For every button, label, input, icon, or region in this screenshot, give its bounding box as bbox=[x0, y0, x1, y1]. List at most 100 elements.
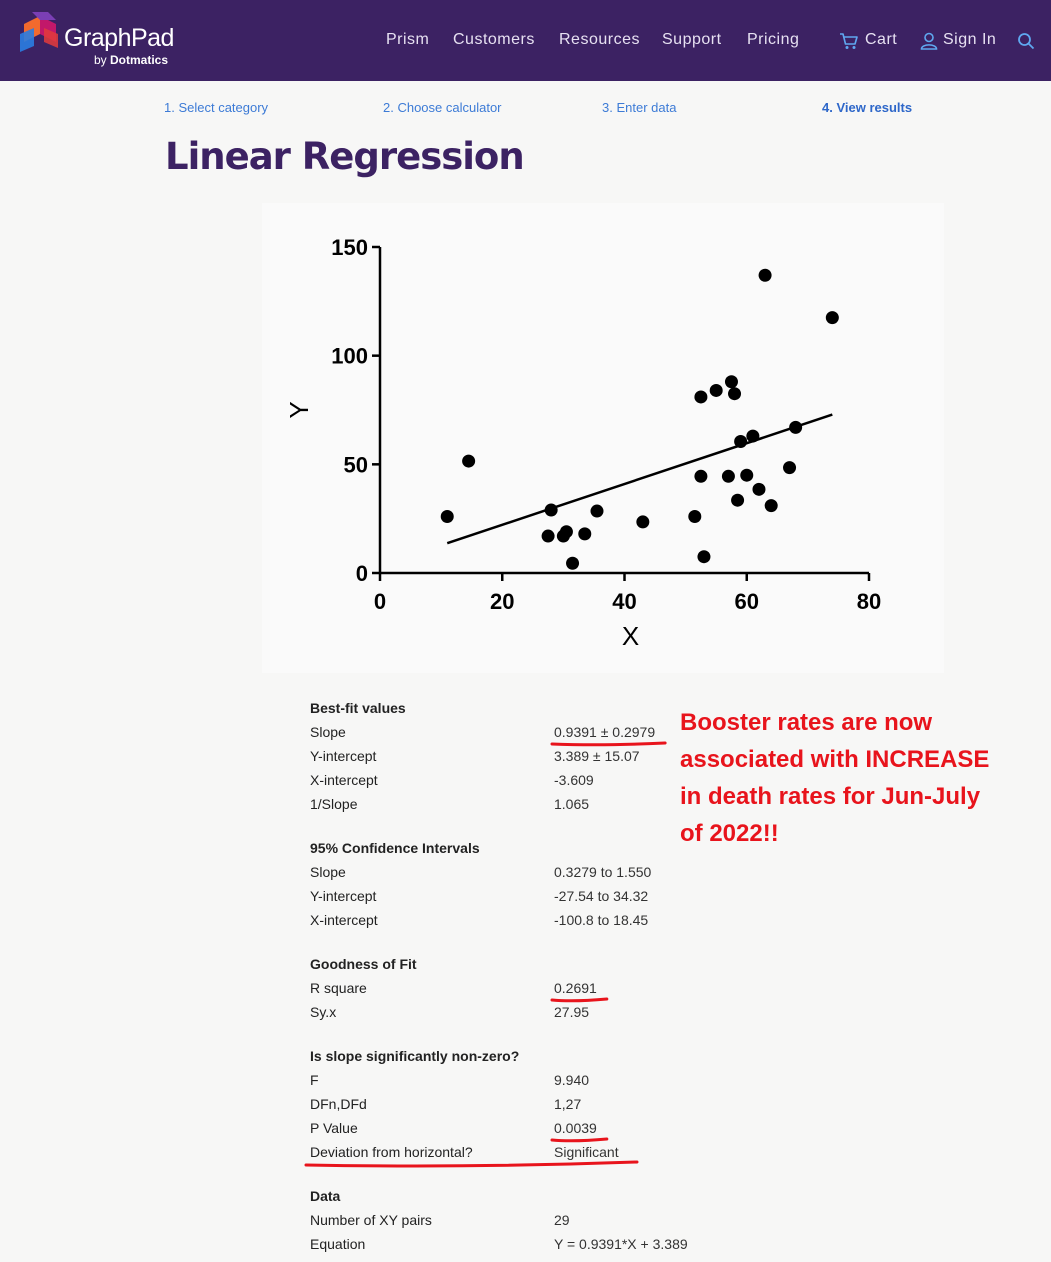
step-choose-calculator[interactable]: 2. Choose calculator bbox=[383, 100, 502, 115]
result-label: X-intercept bbox=[310, 912, 378, 928]
data-point bbox=[544, 503, 558, 517]
nav-cart[interactable]: Cart bbox=[865, 31, 898, 48]
section-title: Is slope significantly non-zero? bbox=[310, 1048, 520, 1064]
result-value: 1.065 bbox=[554, 796, 590, 812]
data-point bbox=[636, 515, 650, 529]
data-point bbox=[462, 454, 476, 468]
result-label: X-intercept bbox=[310, 772, 378, 788]
result-value: 0.2691 bbox=[554, 980, 597, 996]
result-value: -3.609 bbox=[554, 772, 594, 788]
result-label: Sy.x bbox=[310, 1004, 337, 1020]
cart-icon[interactable] bbox=[839, 32, 859, 50]
annotation-line: associated with INCREASE bbox=[680, 746, 990, 773]
data-point bbox=[825, 311, 839, 325]
result-value: Y = 0.9391*X + 3.389 bbox=[554, 1236, 688, 1252]
result-value: -27.54 to 34.32 bbox=[554, 888, 649, 904]
main-nav: Prism Customers Resources Support Pricin… bbox=[0, 31, 1051, 53]
result-label: 1/Slope bbox=[310, 796, 358, 812]
annotation-text: Booster rates are now associated with INC… bbox=[680, 704, 1040, 852]
x-tick-label: 20 bbox=[490, 589, 514, 614]
logo-wordmark: GraphPad bbox=[64, 24, 174, 52]
data-point bbox=[783, 461, 797, 475]
result-value: Significant bbox=[554, 1144, 619, 1160]
nav-support[interactable]: Support bbox=[662, 31, 722, 48]
result-label: DFn,DFd bbox=[310, 1096, 367, 1112]
section-title: Best-fit values bbox=[310, 700, 406, 716]
result-label: P Value bbox=[310, 1120, 358, 1136]
red-underline bbox=[550, 997, 609, 1003]
x-tick-label: 60 bbox=[735, 589, 759, 614]
data-point bbox=[734, 435, 748, 449]
red-underline bbox=[550, 741, 667, 747]
data-point bbox=[721, 469, 735, 483]
result-label: Y-intercept bbox=[310, 748, 377, 764]
step-view-results[interactable]: 4. View results bbox=[822, 100, 913, 115]
result-value: 0.3279 to 1.550 bbox=[554, 864, 652, 880]
data-point bbox=[731, 493, 745, 507]
nav-sign-in[interactable]: Sign In bbox=[943, 31, 997, 48]
y-tick-label: 50 bbox=[344, 452, 368, 477]
graphpad-logo[interactable]: GraphPad by Dotmatics bbox=[18, 12, 188, 72]
data-point bbox=[746, 429, 760, 443]
data-point bbox=[578, 527, 592, 541]
data-point bbox=[728, 387, 742, 401]
x-tick-label: 0 bbox=[374, 589, 386, 614]
annotation-line: Booster rates are now bbox=[680, 709, 933, 736]
section-title: Goodness of Fit bbox=[310, 956, 417, 972]
data-point bbox=[694, 469, 708, 483]
result-label: Y-intercept bbox=[310, 888, 377, 904]
red-underline-row bbox=[304, 1160, 639, 1168]
x-axis-label: X bbox=[622, 621, 639, 651]
nav-pricing[interactable]: Pricing bbox=[747, 31, 800, 48]
scatter-plot: 0 20 40 60 80 0 50 100 150 X Y bbox=[284, 235, 881, 651]
data-point bbox=[440, 509, 454, 523]
result-value: 1,27 bbox=[554, 1096, 582, 1112]
search-icon[interactable] bbox=[1017, 32, 1035, 50]
data-point bbox=[764, 499, 778, 513]
step-enter-data[interactable]: 3. Enter data bbox=[602, 100, 677, 115]
section-title: 95% Confidence Intervals bbox=[310, 840, 480, 856]
data-point bbox=[566, 556, 580, 570]
regression-chart: 0 20 40 60 80 0 50 100 150 X Y bbox=[262, 203, 944, 673]
data-point bbox=[541, 529, 555, 543]
result-label: Deviation from horizontal? bbox=[310, 1144, 473, 1160]
section-title: Data bbox=[310, 1188, 341, 1204]
data-point bbox=[709, 383, 723, 397]
site-header: GraphPad by Dotmatics Prism Customers Re… bbox=[0, 0, 1051, 81]
regression-line bbox=[446, 413, 833, 545]
result-value: 0.9391 ± 0.2979 bbox=[554, 724, 656, 740]
result-label: Slope bbox=[310, 864, 346, 880]
nav-prism[interactable]: Prism bbox=[386, 31, 430, 48]
result-label: Number of XY pairs bbox=[310, 1212, 432, 1228]
nav-resources[interactable]: Resources bbox=[559, 31, 640, 48]
result-value: 27.95 bbox=[554, 1004, 590, 1020]
y-tick-label: 100 bbox=[331, 344, 368, 369]
result-value: 0.0039 bbox=[554, 1120, 597, 1136]
annotation-line: in death rates for Jun-July bbox=[680, 783, 981, 810]
logo-byline: by Dotmatics bbox=[94, 53, 169, 67]
data-point bbox=[758, 268, 772, 282]
page-title: Linear Regression bbox=[165, 135, 525, 178]
user-icon[interactable] bbox=[920, 32, 938, 50]
result-label: R square bbox=[310, 980, 367, 996]
x-tick-label: 80 bbox=[857, 589, 881, 614]
y-tick-label: 150 bbox=[331, 235, 368, 260]
annotation-line: of 2022!! bbox=[680, 820, 779, 847]
y-axis-label: Y bbox=[284, 401, 314, 418]
result-label: Slope bbox=[310, 724, 346, 740]
data-point bbox=[559, 525, 573, 539]
nav-customers[interactable]: Customers bbox=[453, 31, 535, 48]
data-point bbox=[752, 482, 766, 496]
graphpad-cube-icon bbox=[20, 12, 58, 52]
x-tick-label: 40 bbox=[612, 589, 636, 614]
result-value: -100.8 to 18.45 bbox=[554, 912, 649, 928]
data-point bbox=[697, 550, 711, 564]
result-value: 29 bbox=[554, 1212, 570, 1228]
y-tick-label: 0 bbox=[356, 561, 368, 586]
result-value: 9.940 bbox=[554, 1072, 590, 1088]
step-select-category[interactable]: 1. Select category bbox=[164, 100, 269, 115]
data-point bbox=[694, 390, 708, 404]
red-underline bbox=[550, 1137, 609, 1143]
data-point bbox=[590, 504, 604, 518]
result-label: F bbox=[310, 1072, 319, 1088]
